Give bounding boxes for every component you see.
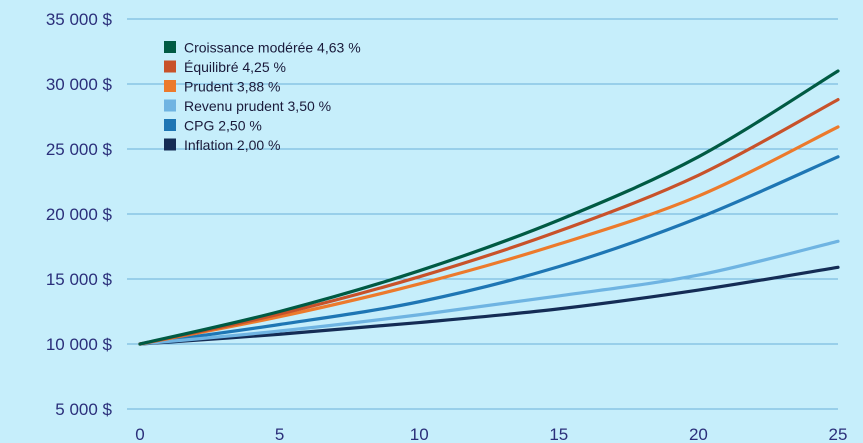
x-tick-label: 15 [549, 425, 568, 443]
series-line [138, 239, 840, 346]
legend-swatch [164, 60, 176, 73]
x-tick-label: 20 [689, 425, 708, 443]
x-tick-label: 25 [829, 425, 848, 443]
series-line [138, 69, 840, 346]
series-line [138, 98, 840, 346]
x-tick-label: 5 [275, 425, 284, 443]
y-tick-label: 5 000 $ [55, 400, 112, 419]
legend-swatch [164, 99, 176, 112]
legend-swatch [164, 80, 176, 92]
series-line [138, 265, 840, 346]
x-axis-tick-labels: 0 5 10 15 20 25 [135, 425, 847, 443]
y-tick-label: 35 000 $ [46, 10, 113, 29]
x-tick-label: 10 [410, 425, 429, 443]
y-axis-tick-labels: 5 000 $ 10 000 $ 15 000 $ 20 000 $ 25 000 $ 3… [46, 10, 113, 419]
legend-swatch [164, 138, 176, 151]
y-tick-label: 30 000 $ [46, 75, 113, 94]
legend-label: Équilibré 4,25 % [184, 59, 286, 75]
legend-label: Prudent 3,88 % [184, 79, 281, 95]
y-tick-label: 20 000 $ [46, 205, 113, 224]
legend-label: Inflation 2,00 % [184, 137, 281, 153]
series-lines [138, 69, 840, 346]
legend-label: Revenu prudent 3,50 % [184, 98, 331, 114]
series-line [138, 155, 840, 346]
legend-label: Croissance modérée 4,63 % [184, 40, 361, 56]
y-tick-label: 10 000 $ [46, 335, 113, 354]
legend-swatch [164, 41, 176, 53]
y-tick-label: 15 000 $ [46, 270, 113, 289]
grid-lines [127, 18, 838, 410]
series-line [138, 125, 840, 346]
y-tick-label: 25 000 $ [46, 140, 113, 159]
legend: Croissance modérée 4,63 % Équilibré 4,25 … [164, 40, 361, 153]
legend-label: CPG 2,50 % [184, 118, 262, 134]
legend-swatch [164, 119, 176, 131]
x-tick-label: 0 [135, 425, 144, 443]
